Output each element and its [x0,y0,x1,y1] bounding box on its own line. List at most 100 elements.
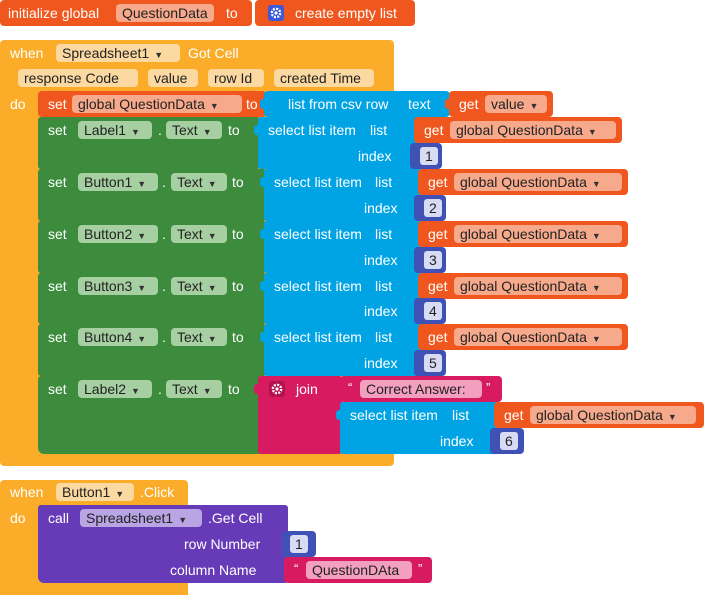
number-block[interactable]: 4 [414,298,446,324]
initialize-global-block[interactable]: initialize global QuestionData to [0,0,252,26]
get-var-dropdown[interactable]: global QuestionData ▼ [454,225,622,243]
component-dropdown[interactable]: Button2 ▼ [78,225,158,243]
get-var-dropdown[interactable]: global QuestionData ▼ [454,277,622,295]
number-block[interactable]: 3 [414,247,446,273]
select-list-item-label: select list item [274,174,362,190]
mutator-gear-icon[interactable] [269,381,285,397]
create-empty-list-block[interactable]: create empty list [255,0,415,26]
select-list-item-block[interactable]: select list item list index [260,324,426,376]
join-block[interactable]: join [254,376,342,454]
chevron-down-icon: ▼ [115,489,125,499]
event1-do-label: do [10,96,26,112]
to-label: to [228,381,240,397]
property-dropdown[interactable]: Text ▼ [171,277,227,295]
index-value[interactable]: 2 [424,199,442,217]
get-var-dropdown[interactable]: global QuestionData ▼ [454,328,622,346]
row-number-value[interactable]: 1 [290,535,308,553]
set-label1-text-block[interactable]: set Label1 ▼ . Text ▼ to [38,117,260,169]
index-value[interactable]: 1 [420,147,438,165]
property-dropdown[interactable]: Text ▼ [166,121,222,139]
chevron-down-icon: ▼ [137,231,147,241]
param-response-code[interactable]: response Code [18,69,138,87]
set-label: set [48,226,67,242]
get-global-block[interactable]: get global QuestionData ▼ [418,324,628,350]
event2-event-label: .Click [140,484,175,500]
event2-component-dropdown[interactable]: Button1 ▼ [56,483,134,501]
event2-do-label: do [10,510,26,526]
select-list-item-block[interactable]: select list item list index [260,169,426,221]
list-label: list [452,407,470,423]
set-label: set [48,174,67,190]
call-get-cell-block[interactable]: call Spreadsheet1 ▼ .Get Cell row Number … [38,505,288,583]
call-component-dropdown[interactable]: Spreadsheet1 ▼ [80,509,202,527]
get-global-block[interactable]: get global QuestionData ▼ [414,117,622,143]
connector-nub [445,99,450,109]
property-dropdown[interactable]: Text ▼ [166,380,222,398]
set-button2-text-block[interactable]: set Button2 ▼ . Text ▼ to [38,221,266,273]
select-list-item-block[interactable]: select list item list index [260,273,426,324]
get-label: get [428,174,448,190]
connector-nub [260,99,265,109]
component-dropdown[interactable]: Label2 ▼ [78,380,152,398]
get-var-dropdown[interactable]: value ▼ [485,95,547,113]
get-var-dropdown[interactable]: global QuestionData ▼ [454,173,622,191]
set-global-block[interactable]: set global QuestionData ▼ to [38,91,266,117]
component-dropdown[interactable]: Button1 ▼ [78,173,158,191]
component-dropdown[interactable]: Button4 ▼ [78,328,158,346]
param-row-id[interactable]: row Id [208,69,264,87]
number-block[interactable]: 2 [414,195,446,221]
chevron-down-icon: ▼ [529,101,539,111]
get-value-block[interactable]: get value ▼ [445,91,553,117]
property-dropdown[interactable]: Text ▼ [171,173,227,191]
get-label: get [428,226,448,242]
property-dropdown[interactable]: Text ▼ [171,225,227,243]
property-dropdown[interactable]: Text ▼ [171,328,227,346]
get-global-block[interactable]: get global QuestionData ▼ [494,402,704,428]
number-block[interactable]: 1 [410,143,442,169]
set-button4-text-block[interactable]: set Button4 ▼ . Text ▼ to [38,324,266,376]
number-block[interactable]: 1 [282,531,316,557]
component-dropdown[interactable]: Label1 ▼ [78,121,152,139]
number-block[interactable]: 6 [490,428,524,454]
global-name-field[interactable]: QuestionData [116,4,214,22]
set-button3-text-block[interactable]: set Button3 ▼ . Text ▼ to [38,273,266,324]
text-value-field[interactable]: Correct Answer: [360,380,482,398]
set-label2-text-block[interactable]: set Label2 ▼ . Text ▼ to [38,376,262,454]
get-var-dropdown[interactable]: global QuestionData ▼ [530,406,696,424]
column-name-value[interactable]: QuestionDAta [306,561,412,579]
index-value[interactable]: 6 [500,432,518,450]
select-list-item-block[interactable]: select list item list index [254,117,424,169]
chevron-down-icon: ▼ [131,386,140,396]
get-global-block[interactable]: get global QuestionData ▼ [418,273,628,299]
mutator-gear-icon[interactable] [268,5,284,21]
set-label: set [48,122,67,138]
list-from-csv-row-block[interactable]: list from csv row text [260,91,450,117]
connector-nub [260,332,265,342]
global-var-dropdown[interactable]: global QuestionData ▼ [72,95,242,113]
set-button1-text-block[interactable]: set Button1 ▼ . Text ▼ to [38,169,266,221]
chevron-down-icon: ▼ [591,334,601,344]
chevron-down-icon: ▼ [207,179,217,189]
component-dropdown[interactable]: Button3 ▼ [78,277,158,295]
chevron-down-icon: ▼ [667,412,677,422]
to-label: to [246,96,258,112]
index-value[interactable]: 3 [424,251,442,269]
text-string-block[interactable]: “ QuestionDAta ” [284,557,432,583]
select-list-item-block[interactable]: select list item list index [260,221,426,273]
text-string-block[interactable]: “ Correct Answer: ” [340,376,502,402]
index-value[interactable]: 5 [424,354,442,372]
param-value[interactable]: value [148,69,198,87]
open-quote-icon: “ [348,380,353,395]
event1-component-dropdown[interactable]: Spreadsheet1 ▼ [56,44,180,62]
set-label: set [48,96,67,112]
chevron-down-icon: ▼ [591,231,601,241]
get-global-block[interactable]: get global QuestionData ▼ [418,169,628,195]
get-var-dropdown[interactable]: global QuestionData ▼ [450,121,616,139]
select-list-item-block[interactable]: select list item list index [336,402,504,454]
index-label: index [364,200,398,216]
number-block[interactable]: 5 [414,350,446,376]
get-global-block[interactable]: get global QuestionData ▼ [418,221,628,247]
param-created-time[interactable]: created Time [274,69,374,87]
index-value[interactable]: 4 [424,302,442,320]
dot-label: . [162,174,166,190]
